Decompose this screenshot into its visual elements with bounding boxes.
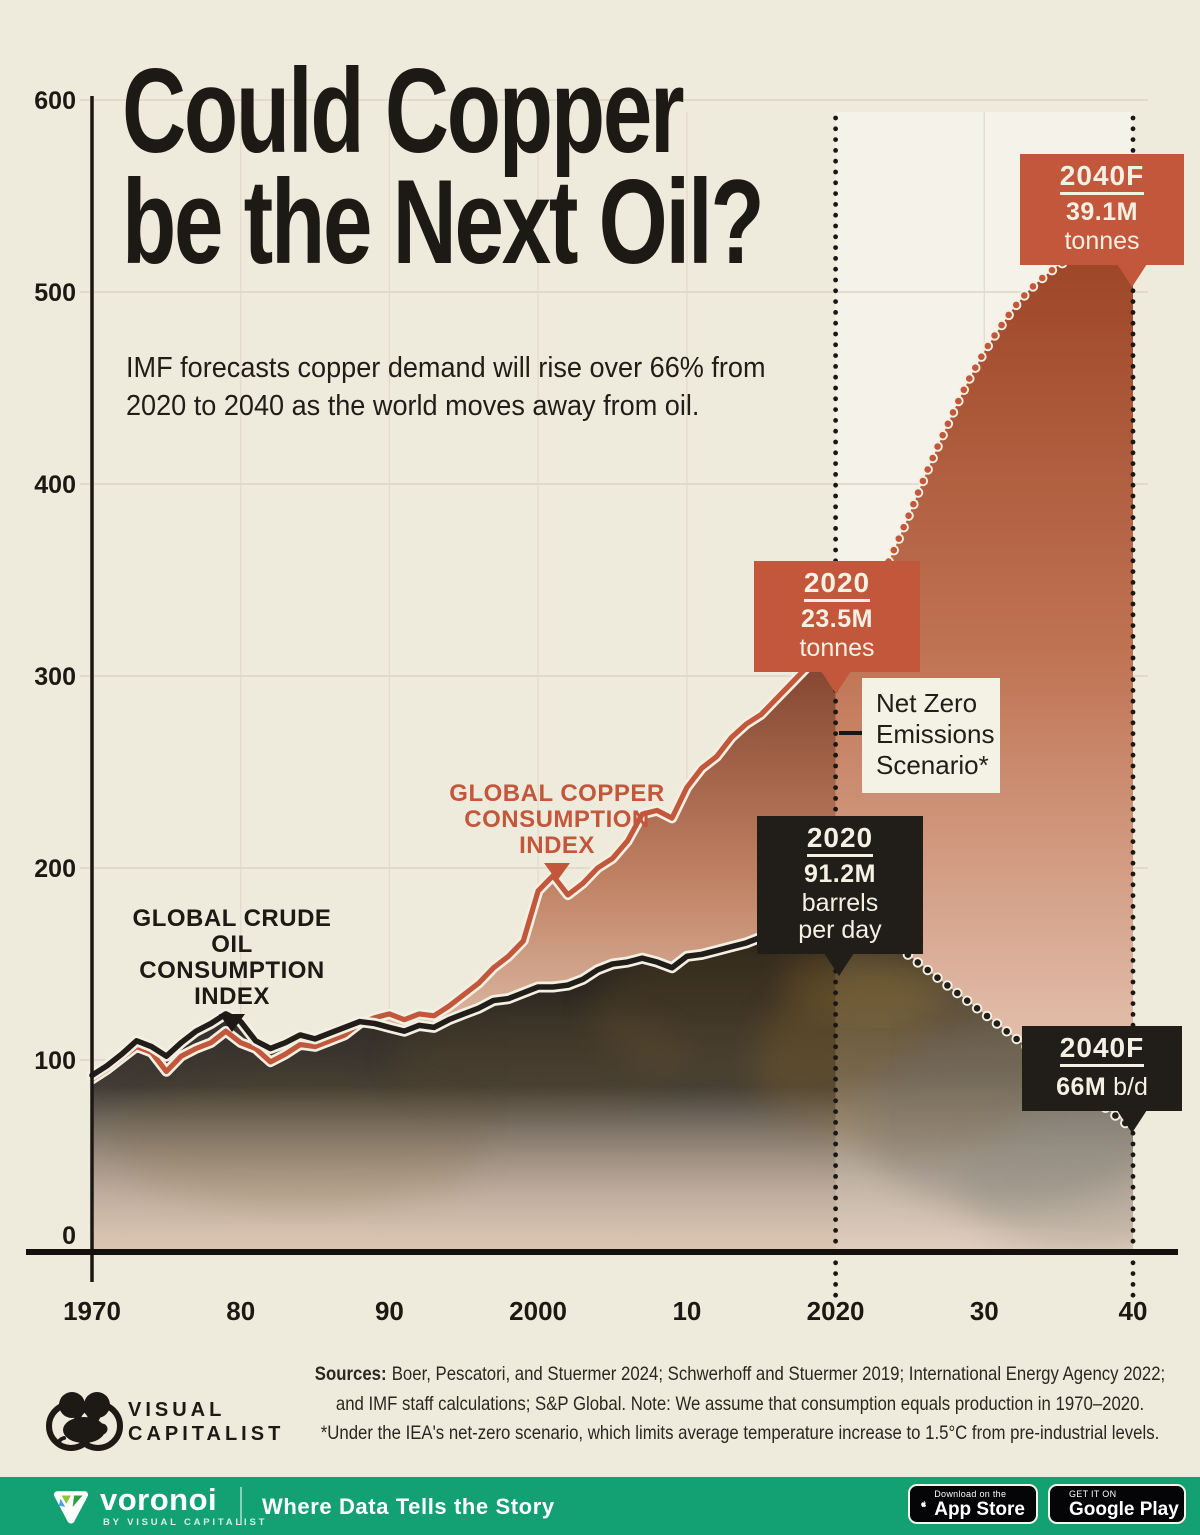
callout-year: 2040F bbox=[1059, 161, 1145, 195]
sources-line-1: Boer, Pescatori, and Stuermer 2024; Schw… bbox=[391, 1363, 1166, 1385]
y-tick-label: 0 bbox=[62, 1222, 76, 1250]
callout-unit: tonnes bbox=[1064, 227, 1140, 255]
x-tick-label: 1970 bbox=[63, 1296, 121, 1326]
callout-copper-2020: 2020 23.5M tonnes bbox=[754, 561, 920, 694]
y-tick-label: 100 bbox=[34, 1047, 76, 1075]
page-title: Could Copper be the Next Oil? bbox=[122, 44, 765, 289]
x-tick-label: 90 bbox=[375, 1296, 404, 1326]
callout-year: 2040F bbox=[1059, 1033, 1145, 1067]
gplay-big-text: Google Play bbox=[1069, 1498, 1179, 1520]
gplay-small-text: GET IT ON bbox=[1069, 1488, 1117, 1499]
x-tick-label: 80 bbox=[226, 1296, 255, 1326]
sources-line-3: *Under the IEA's net-zero scenario, whic… bbox=[320, 1422, 1160, 1444]
axes bbox=[26, 96, 1178, 1282]
appstore-big-text: App Store bbox=[934, 1498, 1025, 1520]
voronoi-wordmark: voronoi bbox=[100, 1482, 218, 1517]
callout-value: 23.5M bbox=[801, 605, 873, 633]
callout-value: 91.2M bbox=[804, 860, 876, 888]
x-tick-label: 40 bbox=[1119, 1296, 1148, 1326]
visual-capitalist-binoculars-icon bbox=[46, 1392, 123, 1451]
callout-value: 66M bbox=[1056, 1073, 1107, 1101]
sources-line-2: and IMF staff calculations; S&P Global. … bbox=[335, 1392, 1145, 1415]
title-line-2: be the Next Oil? bbox=[122, 155, 765, 289]
net-zero-connector bbox=[839, 731, 864, 735]
appstore-small-text: Download on the bbox=[934, 1488, 1007, 1499]
callout-unit: barrels bbox=[801, 889, 879, 917]
subtitle-line-1: IMF forecasts copper demand will rise ov… bbox=[126, 352, 766, 384]
title-line-1: Could Copper bbox=[122, 44, 685, 178]
y-tick-label: 300 bbox=[34, 663, 76, 691]
callout-year: 2020 bbox=[806, 823, 874, 857]
callout-unit-line2: per day bbox=[798, 916, 882, 944]
footer-tagline: Where Data Tells the Story bbox=[262, 1494, 555, 1519]
sources-label: Sources: bbox=[314, 1363, 387, 1385]
sources-block: Sources: Boer, Pescatori, and Stuermer 20… bbox=[293, 1360, 1187, 1449]
net-zero-note: Net Zero Emissions Scenario* bbox=[862, 678, 1000, 793]
history-lines bbox=[86, 645, 842, 1085]
callout-copper-2040: 2040F 39.1M tonnes bbox=[1020, 154, 1184, 287]
voronoi-byline: BY VISUAL CAPITALIST bbox=[103, 1517, 268, 1528]
visual-capitalist-wordmark: VISUAL CAPITALIST bbox=[128, 1399, 285, 1445]
callout-year: 2020 bbox=[803, 568, 871, 602]
apple-icon bbox=[921, 1500, 927, 1508]
visual-capitalist-logo: VISUAL CAPITALIST bbox=[42, 1386, 280, 1461]
y-tick-label: 500 bbox=[34, 279, 76, 307]
page-subtitle: IMF forecasts copper demand will rise ov… bbox=[126, 349, 766, 425]
x-tick-label: 10 bbox=[672, 1296, 701, 1326]
x-tick-label: 2000 bbox=[509, 1296, 567, 1326]
x-tick-label: 30 bbox=[970, 1296, 999, 1326]
y-tick-label: 600 bbox=[34, 87, 76, 115]
appstore-badge[interactable]: Download on the App Store bbox=[908, 1484, 1038, 1524]
footer-divider bbox=[240, 1487, 242, 1525]
callout-unit: tonnes bbox=[799, 634, 875, 662]
callout-value: 39.1M bbox=[1066, 198, 1138, 226]
axis-tick-labels: 0 100 200 300 400 500 600 1970 80 90 2000 10 2020 30 4… bbox=[34, 87, 1147, 1326]
callout-unit: b/d bbox=[1113, 1073, 1148, 1101]
subtitle-line-2: 2020 to 2040 as the world moves away fro… bbox=[126, 390, 700, 422]
voronoi-logo-icon bbox=[53, 1491, 89, 1524]
callout-oil-2020: 2020 91.2M barrels per day bbox=[757, 816, 923, 976]
y-tick-label: 400 bbox=[34, 471, 76, 499]
x-tick-label: 2020 bbox=[807, 1296, 865, 1326]
copper-series-label: GLOBAL COPPER CONSUMPTION INDEX bbox=[437, 781, 677, 881]
googleplay-badge[interactable]: GET IT ON Google Play bbox=[1048, 1484, 1186, 1524]
oil-series-label: GLOBAL CRUDE OIL CONSUMPTION INDEX bbox=[112, 906, 352, 1032]
footer-bar: voronoi BY VISUAL CAPITALIST Where Data … bbox=[0, 1477, 1200, 1535]
callout-oil-2040: 2040F 66M b/d bbox=[1022, 1026, 1182, 1133]
y-tick-label: 200 bbox=[34, 855, 76, 883]
